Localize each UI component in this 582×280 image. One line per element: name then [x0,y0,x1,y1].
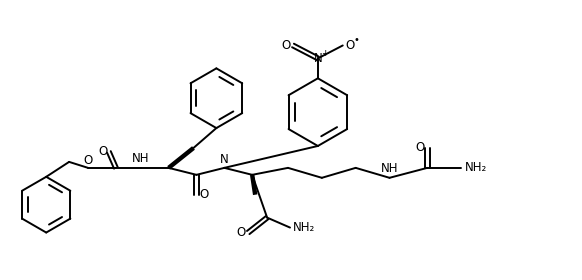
Text: O: O [416,141,425,155]
Text: NH: NH [381,162,398,175]
Text: O: O [282,39,290,52]
Text: O: O [83,154,93,167]
Text: •: • [354,36,360,45]
Text: NH: NH [132,152,150,165]
Text: +: + [321,49,329,58]
Text: NH₂: NH₂ [465,161,487,174]
Text: N: N [314,52,322,65]
Text: N: N [220,153,229,166]
Text: O: O [345,39,354,52]
Text: O: O [98,145,108,158]
Text: O: O [200,188,209,201]
Text: NH₂: NH₂ [293,221,315,234]
Text: O: O [237,226,246,239]
